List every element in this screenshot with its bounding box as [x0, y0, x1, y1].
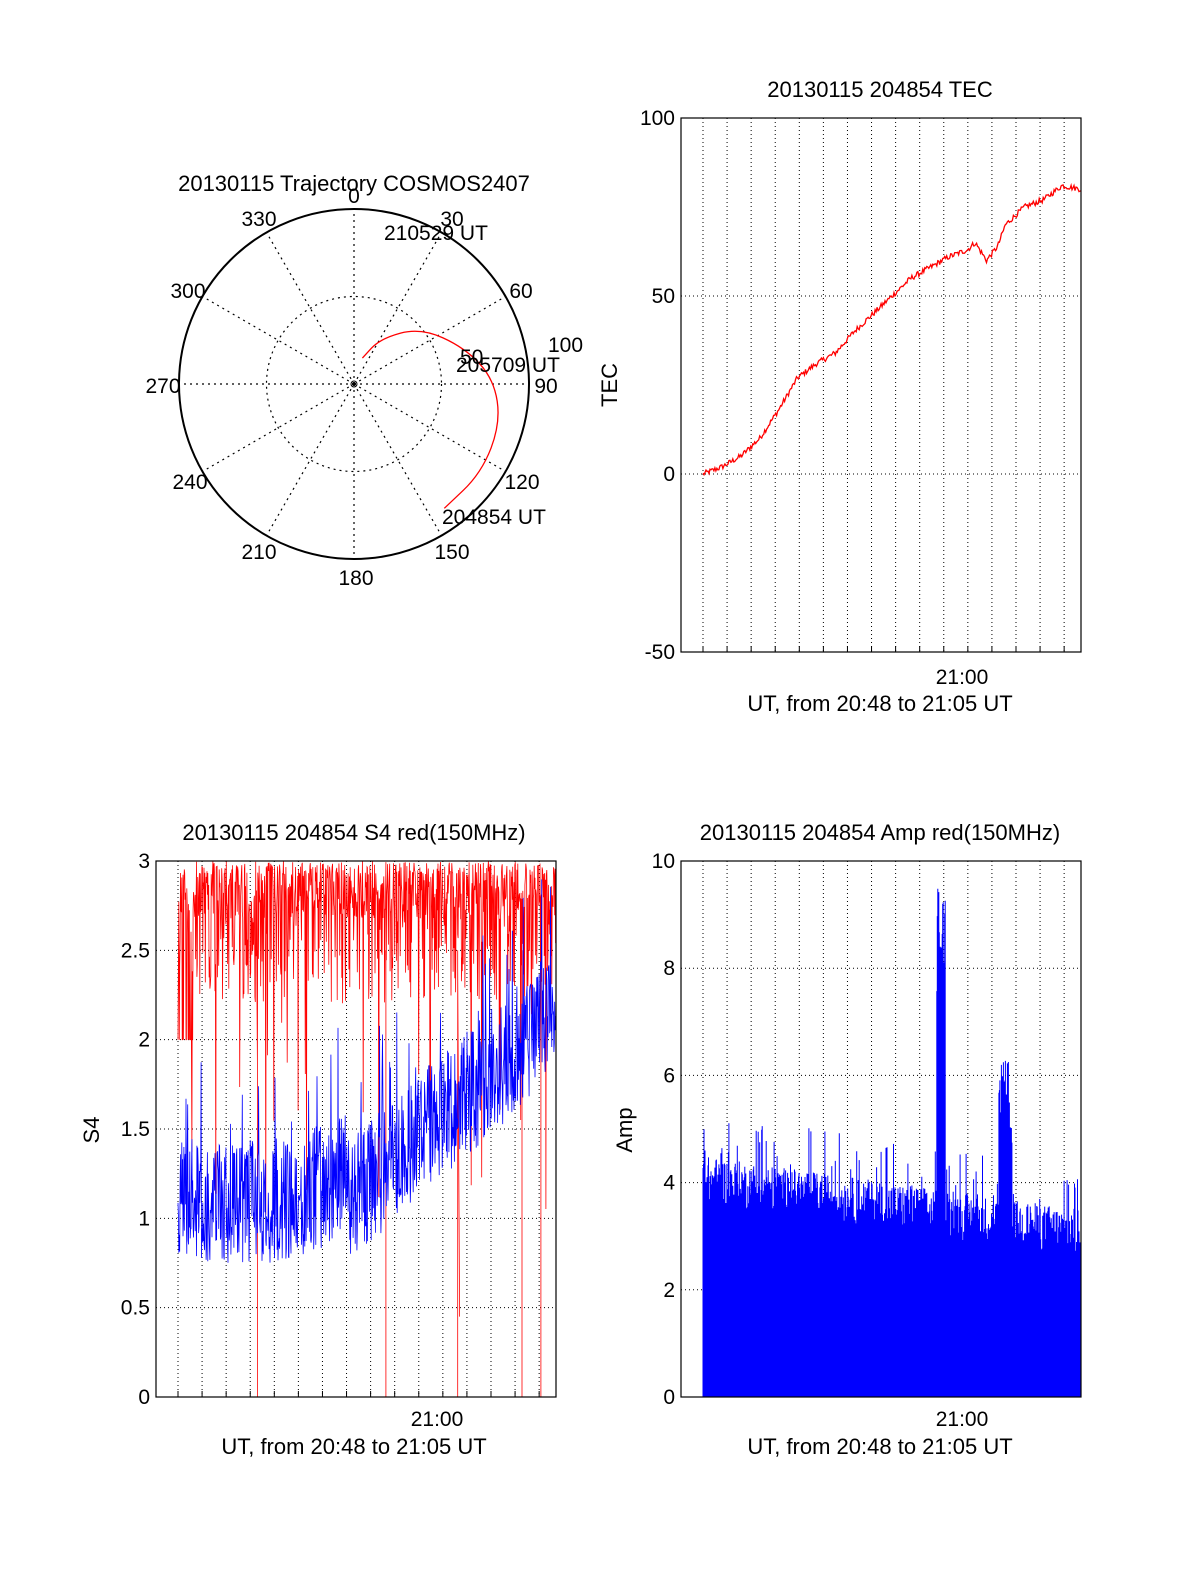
polar-grid — [179, 209, 529, 559]
y-tick-label: 2 — [138, 1029, 150, 1052]
y-tick-label: 0 — [663, 1386, 675, 1409]
y-tick-label: -50 — [645, 641, 675, 664]
polar-spoke — [353, 232, 443, 385]
polar-angle-label: 180 — [338, 567, 373, 590]
polar-angle-label: 330 — [241, 208, 276, 231]
y-tick-label: 8 — [663, 957, 675, 980]
y-tick-label: 4 — [663, 1172, 675, 1195]
polar-spoke — [265, 232, 355, 385]
tec-y-ticks: 100 50 0 -50 — [640, 107, 675, 664]
tec-title: 20130115 204854 TEC — [767, 77, 993, 102]
polar-angle-label: 0 — [348, 185, 360, 208]
y-tick-label: 1.5 — [121, 1118, 150, 1141]
polar-spoke — [265, 383, 355, 536]
tec-y-axis-label: TEC — [597, 363, 622, 407]
polar-angle-label: 60 — [509, 280, 532, 303]
polar-radius-label-100: 100 — [548, 334, 583, 357]
s4-chart: 20130115 204854 S4 red(150MHz) 3 2.5 2 1.5 1… — [79, 820, 557, 1459]
tec-x-tick-label: 21:00 — [936, 666, 989, 689]
tec-x-axis-label: UT, from 20:48 to 21:05 UT — [747, 691, 1012, 716]
s4-x-tick-label: 21:00 — [411, 1408, 464, 1431]
polar-angle-label: 300 — [170, 280, 205, 303]
polar-chart: 20130115 Trajectory COSMOS2407 0 30 60 90 12… — [145, 171, 583, 590]
track-end-label: 210529 UT — [384, 222, 488, 245]
polar-spoke — [353, 383, 443, 536]
polar-spoke — [202, 295, 355, 385]
polar-center — [350, 380, 358, 388]
polar-ring-50 — [265, 295, 443, 473]
tec-grid — [681, 118, 1081, 652]
s4-red-series — [177, 861, 557, 1397]
polar-angle-label: 120 — [504, 471, 539, 494]
polar-angle-labels: 0 30 60 90 120 150 180 210 240 270 300 330 — [145, 185, 557, 590]
amp-x-tick-label: 21:00 — [936, 1408, 989, 1431]
y-tick-label: 100 — [640, 107, 675, 130]
y-tick-label: 0 — [138, 1386, 150, 1409]
amp-y-ticks: 10 8 6 4 2 0 — [652, 850, 676, 1409]
polar-angle-label: 150 — [434, 541, 469, 564]
y-tick-label: 6 — [663, 1064, 675, 1087]
polar-spoke — [202, 383, 355, 473]
s4-y-ticks: 3 2.5 2 1.5 1 0.5 0 — [121, 850, 150, 1409]
y-tick-label: 2.5 — [121, 939, 150, 962]
track-mid-label: 205709 UT — [456, 354, 560, 377]
amp-y-axis-label: Amp — [612, 1107, 637, 1152]
tec-chart: 20130115 204854 TEC 100 50 0 -50 21:00 UT, … — [597, 77, 1082, 716]
amp-x-axis-label: UT, from 20:48 to 21:05 UT — [747, 1434, 1012, 1459]
polar-outer-circle — [178, 208, 530, 560]
y-tick-label: 50 — [652, 285, 675, 308]
y-tick-label: 0.5 — [121, 1297, 150, 1320]
polar-angle-label: 270 — [145, 375, 180, 398]
polar-angle-label: 240 — [172, 471, 207, 494]
y-tick-label: 0 — [663, 463, 675, 486]
polar-spoke — [353, 295, 506, 385]
y-tick-label: 2 — [663, 1279, 675, 1302]
tec-series-line — [702, 182, 1082, 477]
polar-angle-label: 210 — [241, 541, 276, 564]
satellite-track — [361, 330, 499, 509]
y-tick-label: 3 — [138, 850, 150, 873]
s4-title: 20130115 204854 S4 red(150MHz) — [182, 820, 525, 845]
polar-radius-label-50: 50 — [460, 346, 483, 369]
amp-series-fill — [702, 888, 1082, 1397]
amp-chart: 20130115 204854 Amp red(150MHz) 1086420 … — [612, 820, 1082, 1459]
polar-angle-label: 90 — [534, 375, 557, 398]
polar-spoke — [353, 383, 506, 473]
y-tick-label: 10 — [652, 850, 675, 873]
track-start-label: 204854 UT — [442, 506, 546, 529]
polar-title: 20130115 Trajectory COSMOS2407 — [178, 171, 530, 196]
polar-angle-label: 30 — [440, 208, 463, 231]
amp-title: 20130115 204854 Amp red(150MHz) — [700, 820, 1060, 845]
s4-blue-series — [177, 879, 557, 1263]
s4-x-axis-label: UT, from 20:48 to 21:05 UT — [221, 1434, 486, 1459]
y-tick-label: 1 — [138, 1207, 150, 1230]
amp-frame — [680, 860, 1082, 1398]
s4-frame — [155, 860, 557, 1398]
tec-frame — [680, 117, 1082, 653]
s4-y-axis-label: S4 — [79, 1117, 104, 1144]
